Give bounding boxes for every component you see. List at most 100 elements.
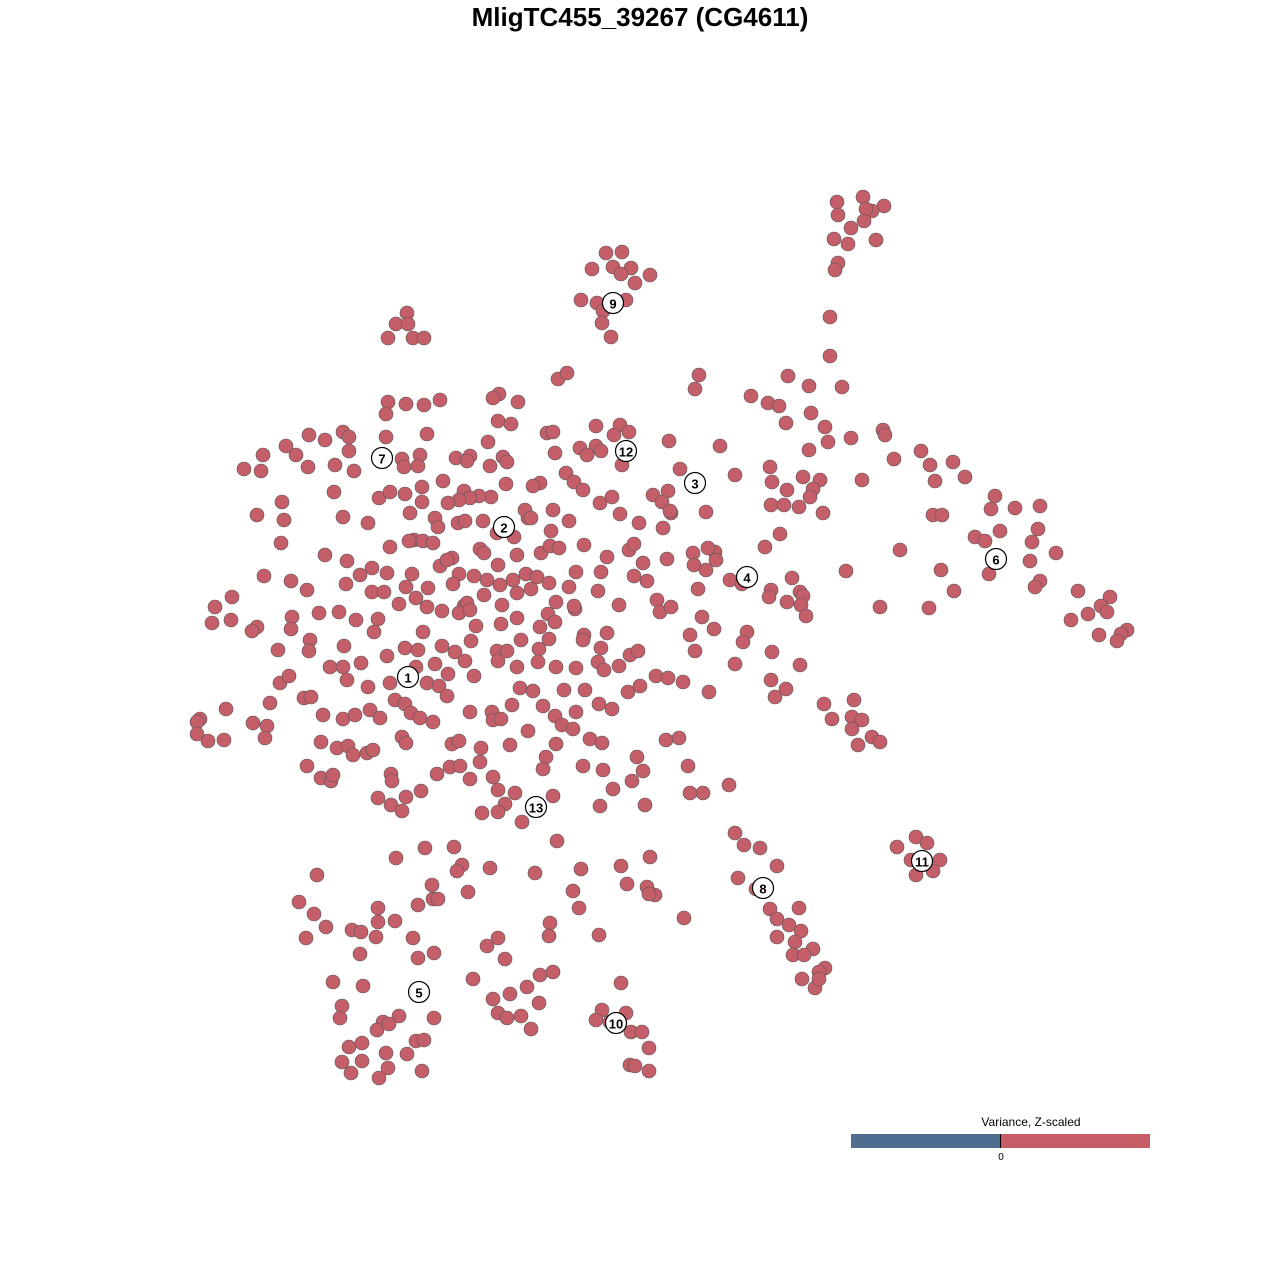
data-point	[326, 484, 342, 500]
data-point	[889, 839, 905, 855]
data-point	[490, 413, 506, 429]
data-point	[762, 459, 778, 475]
data-point	[548, 594, 564, 610]
data-point	[412, 710, 428, 726]
data-point	[655, 520, 671, 536]
data-point	[592, 495, 608, 511]
data-point	[913, 443, 929, 459]
data-point	[413, 783, 429, 799]
data-point	[629, 749, 645, 765]
data-point	[641, 1063, 657, 1079]
data-point	[545, 424, 561, 440]
data-point	[497, 951, 513, 967]
data-point	[317, 432, 333, 448]
data-point	[380, 1060, 396, 1076]
data-point	[370, 790, 386, 806]
data-point	[784, 570, 800, 586]
data-point	[613, 975, 629, 991]
cluster-label: 11	[910, 849, 934, 873]
data-point	[369, 1022, 385, 1038]
data-point	[414, 479, 430, 495]
cluster-label: 2	[492, 515, 516, 539]
data-point	[545, 788, 561, 804]
cluster-label-circle	[524, 795, 548, 819]
cluster-label-circle	[601, 291, 625, 315]
data-point	[571, 900, 587, 916]
data-point	[381, 1016, 397, 1032]
cluster-label-circle	[407, 980, 431, 1004]
data-point	[593, 564, 609, 580]
data-point	[417, 840, 433, 856]
data-point	[424, 877, 440, 893]
data-point	[416, 1032, 432, 1048]
data-point	[992, 523, 1008, 539]
data-point	[548, 736, 564, 752]
data-point	[365, 742, 381, 758]
data-point	[525, 683, 541, 699]
data-point	[408, 590, 424, 606]
data-point	[224, 589, 240, 605]
data-point	[400, 316, 416, 332]
data-point	[1048, 545, 1064, 561]
data-point	[627, 275, 643, 291]
cluster-label-circle	[683, 471, 707, 495]
data-point	[695, 785, 711, 801]
data-point	[200, 733, 216, 749]
data-point	[270, 642, 286, 658]
data-point	[663, 599, 679, 615]
data-point	[727, 825, 743, 841]
cluster-label-text: 12	[619, 445, 633, 460]
data-point	[619, 876, 635, 892]
data-point	[565, 883, 581, 899]
data-point	[590, 583, 606, 599]
data-point	[547, 614, 563, 630]
data-point	[189, 726, 205, 742]
cluster-label-circle	[396, 665, 420, 689]
data-point	[561, 513, 577, 529]
data-point	[510, 394, 526, 410]
data-point	[1007, 500, 1023, 516]
cluster-label: 1	[396, 665, 420, 689]
data-point	[259, 718, 275, 734]
chart-title: MligTC455_39267 (CG4611)	[471, 2, 809, 32]
data-point	[509, 585, 525, 601]
data-point	[318, 919, 334, 935]
data-point	[474, 805, 490, 821]
data-point	[207, 599, 223, 615]
data-point	[514, 814, 530, 830]
data-point	[933, 562, 949, 578]
data-point	[856, 213, 872, 229]
data-point	[485, 991, 501, 1007]
data-point	[649, 592, 665, 608]
data-point	[579, 447, 595, 463]
data-point	[575, 632, 591, 648]
data-point	[335, 659, 351, 675]
data-point	[780, 368, 796, 384]
data-point	[398, 735, 414, 751]
data-point	[592, 798, 608, 814]
data-point	[345, 747, 361, 763]
data-point	[505, 572, 521, 588]
data-point	[396, 459, 412, 475]
data-point	[334, 998, 350, 1014]
data-point	[612, 506, 628, 522]
data-point	[445, 576, 461, 592]
data-point	[671, 730, 687, 746]
data-point	[795, 469, 811, 485]
data-point	[523, 1021, 539, 1037]
data-point	[382, 484, 398, 500]
data-point	[476, 545, 492, 561]
data-point	[273, 535, 289, 551]
data-point	[216, 732, 232, 748]
data-point	[509, 547, 525, 563]
data-point	[303, 689, 319, 705]
data-point	[779, 594, 795, 610]
cluster-label: 4	[735, 565, 759, 589]
cluster-label: 8	[751, 876, 775, 900]
data-point	[535, 761, 551, 777]
data-point	[446, 839, 462, 855]
data-point	[281, 668, 297, 684]
data-point	[354, 1035, 370, 1051]
data-point	[541, 575, 557, 591]
data-point	[576, 537, 592, 553]
